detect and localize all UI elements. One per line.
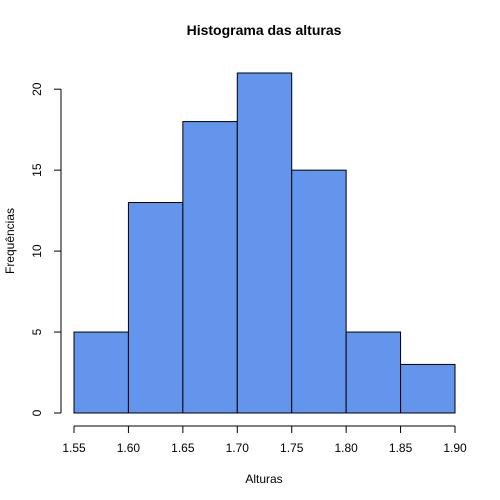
x-axis-label: Alturas bbox=[245, 472, 282, 486]
y-tick-label: 5 bbox=[30, 328, 44, 335]
y-tick-label: 10 bbox=[30, 244, 44, 258]
histogram-bar-4 bbox=[291, 169, 347, 414]
x-tick-label: 1.75 bbox=[280, 441, 304, 455]
x-tick-label: 1.85 bbox=[389, 441, 413, 455]
x-tick-label: 1.65 bbox=[171, 441, 195, 455]
x-tick-label: 1.55 bbox=[62, 441, 86, 455]
x-tick-label: 1.70 bbox=[226, 441, 250, 455]
x-tick-label: 1.90 bbox=[443, 441, 467, 455]
x-axis: 1.55 1.60 1.65 1.70 1.75 1.80 1.85 1.90 bbox=[62, 425, 467, 455]
y-axis: 0 5 10 15 20 bbox=[30, 82, 62, 416]
bars-group bbox=[73, 72, 456, 414]
y-axis-label: Frequências bbox=[3, 208, 17, 274]
histogram-bar-0 bbox=[73, 331, 129, 414]
y-tick-label: 15 bbox=[30, 163, 44, 177]
histogram-bar-2 bbox=[182, 121, 238, 414]
histogram-bar-6 bbox=[400, 363, 456, 414]
chart-title: Histograma das alturas bbox=[187, 22, 342, 38]
histogram-bar-1 bbox=[127, 202, 184, 414]
x-tick-label: 1.60 bbox=[117, 441, 141, 455]
histogram-bar-5 bbox=[345, 331, 402, 414]
histogram-bar-3 bbox=[236, 72, 293, 414]
y-tick-label: 0 bbox=[30, 409, 44, 416]
y-tick-label: 20 bbox=[30, 82, 44, 96]
x-tick-label: 1.80 bbox=[334, 441, 358, 455]
